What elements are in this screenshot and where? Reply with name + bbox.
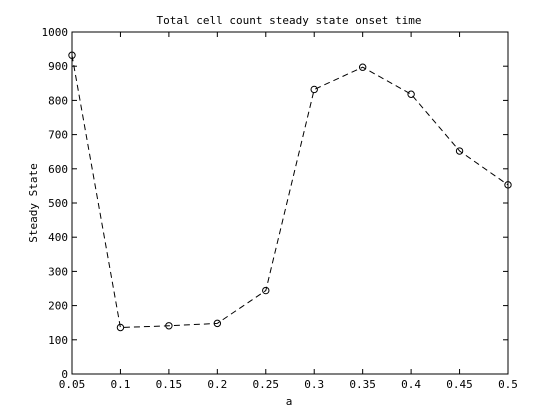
y-tick-label: 600 (48, 163, 68, 176)
data-point-marker (504, 181, 512, 189)
data-point-marker (68, 51, 76, 59)
x-tick-label: 0.35 (349, 378, 376, 391)
data-point-marker (165, 322, 173, 330)
y-tick-label: 900 (48, 60, 68, 73)
data-point-marker (213, 319, 222, 328)
y-tick-label: 500 (48, 197, 68, 210)
series-line (71, 55, 509, 329)
y-axis-label: Steady State (27, 163, 40, 242)
data-series (68, 51, 512, 332)
x-tick-label: 0.5 (498, 378, 518, 391)
data-point-marker (116, 323, 125, 332)
data-point-marker (262, 286, 270, 295)
chart-title: Total cell count steady state onset time (157, 14, 422, 27)
x-tick-label: 0.25 (253, 378, 280, 391)
y-tick-label: 700 (48, 129, 68, 142)
y-tick-label: 300 (48, 265, 68, 278)
x-tick-label: 0.05 (59, 378, 86, 391)
data-point-marker (455, 147, 464, 155)
plot-area (71, 31, 509, 375)
x-axis-label: a (286, 395, 293, 408)
y-tick-label: 800 (48, 94, 68, 107)
x-tick-label: 0.3 (304, 378, 324, 391)
y-tick-label: 200 (48, 300, 68, 313)
x-tick-label: 0.45 (446, 378, 473, 391)
y-tick-label: 100 (48, 334, 68, 347)
y-tick-label: 0 (61, 368, 68, 381)
x-tick-label: 0.4 (401, 378, 421, 391)
data-point-marker (358, 63, 367, 71)
data-point-marker (407, 90, 415, 98)
x-tick-label: 0.15 (156, 378, 183, 391)
x-tick-label: 0.2 (207, 378, 227, 391)
y-tick-label: 400 (48, 231, 68, 244)
y-tick-label: 1000 (42, 26, 69, 39)
x-tick-label: 0.1 (111, 378, 131, 391)
axis-ticks: 0.05 0.1 0.15 0.2 0.25 0.3 0.35 0.4 0.45 0.5 0 100 2… (42, 26, 518, 391)
data-point-marker (310, 85, 318, 94)
